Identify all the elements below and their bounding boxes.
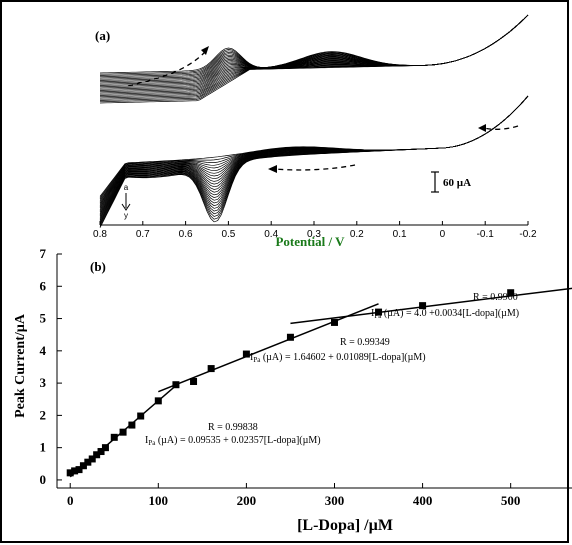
y-tick-label-b: 0	[40, 472, 47, 487]
y-tick-label-b: 3	[40, 375, 47, 390]
trace-end-label: y	[124, 211, 128, 220]
data-point	[97, 448, 105, 456]
x-tick-label-a: 0.6	[179, 229, 193, 240]
data-point	[330, 318, 338, 326]
data-point	[66, 469, 74, 477]
scale-bar: 60 µA	[431, 171, 471, 193]
x-ticks-b: 0100200300400500600	[67, 483, 521, 508]
data-point	[286, 333, 294, 341]
x-tick-label-b: 400	[413, 493, 433, 508]
fit-equation-2: IPa (µA) = 1.64602 + 0.01089[L-dopa](µM)	[250, 352, 426, 364]
panel-b-label: (b)	[90, 259, 106, 274]
fit-line-2	[158, 303, 379, 393]
data-points	[66, 289, 515, 477]
forward-scan-arrowhead	[201, 46, 209, 55]
y-tick-label-b: 2	[40, 407, 47, 422]
x-tick-label-a: -0.2	[519, 229, 537, 240]
x-axis-label-b: [L-Dopa] /µM	[297, 517, 393, 534]
x-tick-label-a: 0	[440, 229, 446, 240]
data-point	[207, 365, 215, 373]
direction-arrows	[127, 46, 519, 173]
fit-equation-1: IPa (µA) = 0.09535 + 0.02357[L-dopa](µM)	[145, 435, 321, 447]
x-tick-label-b: 200	[237, 493, 257, 508]
x-tick-label-a: -0.1	[477, 229, 495, 240]
cv-panel-a: (a) 0.8 0.7 0.6 0.5 0.4 0.3 0.2 0.1 0 -0.1 -0.2 Po…	[93, 14, 537, 249]
fit-equation-3: IPa (µA) = 4.0 +0.0034[L-dopa](µM)	[371, 308, 519, 320]
data-point	[101, 444, 109, 452]
data-point	[75, 466, 83, 474]
x-tick-label-a: 0.1	[393, 229, 407, 240]
x-ticks-a: 0.8 0.7 0.6 0.5 0.4 0.3 0.2 0.1 0 -0.1 -0.2	[93, 221, 537, 240]
data-point	[172, 381, 180, 389]
fit-line-3	[290, 287, 572, 325]
x-tick-label-a: 0.2	[350, 229, 364, 240]
x-tick-label-a: 0.3	[307, 229, 321, 240]
data-point	[110, 433, 118, 441]
fit-r-label-1: R = 0.99838	[208, 422, 258, 433]
cv-reverse-trace	[99, 95, 529, 197]
reverse-scan-arrow	[483, 125, 519, 130]
data-point	[79, 462, 87, 470]
fit-r-label-2: R = 0.99349	[340, 337, 390, 348]
x-tick-label-b: 100	[149, 493, 169, 508]
y-tick-label-b: 7	[40, 246, 47, 261]
cv-forward-trace	[99, 14, 529, 104]
y-axis-label-b: Peak Current/µA	[13, 313, 28, 418]
fit-annotations: R = 0.99838 IPa (µA) = 0.09535 + 0.02357[…	[145, 292, 519, 447]
data-point	[71, 467, 79, 475]
data-point	[242, 350, 250, 358]
x-axis-label-a: Potential / V	[275, 234, 345, 249]
data-point	[84, 458, 92, 466]
forward-scan-arrow	[127, 51, 206, 87]
data-point	[507, 289, 515, 297]
data-point	[119, 428, 127, 436]
trace-order-marker: a y	[121, 183, 131, 220]
data-point	[128, 421, 136, 429]
y-tick-label-b: 5	[40, 311, 47, 326]
y-ticks-b: 0 1 2 3 4 5 6 7	[40, 246, 62, 487]
panel-a-label: (a)	[95, 28, 110, 43]
data-point	[93, 451, 101, 459]
data-point	[88, 455, 96, 463]
data-point	[154, 397, 162, 405]
y-tick-label-b: 6	[40, 278, 47, 293]
x-tick-label-a: 0.5	[221, 229, 235, 240]
y-tick-label-b: 1	[40, 440, 47, 455]
y-tick-label-b: 4	[40, 343, 47, 358]
x-tick-label-a: 0.4	[264, 229, 278, 240]
reverse-scan-arrowhead	[478, 124, 486, 132]
x-tick-label-b: 300	[325, 493, 345, 508]
x-tick-label-a: 0.8	[93, 229, 107, 240]
x-tick-label-b: 500	[501, 493, 521, 508]
scale-bar-label: 60 µA	[443, 177, 471, 189]
data-point	[419, 302, 427, 310]
cv-curves	[99, 14, 529, 228]
fit-r-label-3: R = 0.9900	[473, 292, 518, 303]
trace-start-label: a	[124, 183, 129, 192]
middle-scan-arrow	[274, 164, 356, 171]
data-point	[137, 412, 145, 420]
data-point	[190, 377, 198, 385]
data-point	[375, 308, 383, 316]
x-tick-label-b: 0	[67, 493, 74, 508]
middle-scan-arrowhead	[268, 165, 277, 173]
x-tick-label-a: 0.7	[136, 229, 150, 240]
